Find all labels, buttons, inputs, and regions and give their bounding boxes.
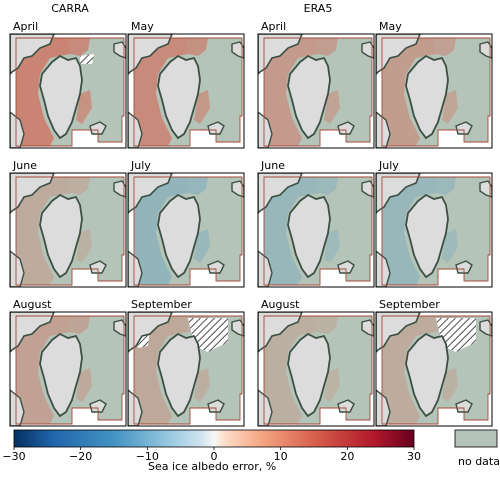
panel-carra-june	[9, 172, 127, 288]
panel-era5-september	[375, 311, 493, 427]
colorbar-tick-label: 0	[210, 450, 218, 463]
panel-era5-august	[257, 311, 375, 427]
no-data-label: no data	[458, 455, 500, 468]
greenland-landmass	[405, 332, 449, 418]
panel-label-era5-june: June	[261, 159, 285, 172]
panel-label-era5-september: September	[379, 298, 440, 311]
panels-layer	[9, 33, 493, 427]
colorbar-tick-label: 10	[273, 450, 288, 463]
colorbar-tick-label: −10	[135, 450, 159, 463]
greenland-landmass	[405, 193, 449, 279]
greenland-landmass	[287, 332, 331, 418]
greenland-landmass	[157, 332, 201, 418]
colorbar-tick-label: 20	[340, 450, 355, 463]
panel-label-era5-may: May	[379, 20, 402, 33]
panel-era5-april	[257, 33, 375, 149]
greenland-landmass	[39, 332, 83, 418]
greenland-landmass	[157, 193, 201, 279]
column-title-carra: CARRA	[51, 2, 89, 15]
panel-era5-june	[257, 172, 375, 288]
panel-carra-may	[127, 33, 245, 149]
panel-label-carra-september: September	[131, 298, 192, 311]
panel-carra-july	[127, 172, 245, 288]
panel-era5-july	[375, 172, 493, 288]
greenland-landmass	[39, 193, 83, 279]
panel-carra-september	[127, 311, 245, 427]
panel-label-carra-june: June	[13, 159, 37, 172]
no-data-swatch	[454, 429, 498, 448]
colorbar-tick-label: −20	[69, 450, 93, 463]
colorbar-label: Sea ice albedo error, %	[148, 460, 277, 473]
panel-era5-may	[375, 33, 493, 149]
panel-label-carra-august: August	[13, 298, 52, 311]
panel-label-era5-april: April	[261, 20, 287, 33]
panel-label-era5-august: August	[261, 298, 300, 311]
colorbar-tick-label: 30	[407, 450, 421, 463]
panel-label-carra-april: April	[13, 20, 39, 33]
colorbar-tick-label: −30	[2, 450, 26, 463]
colorbar	[13, 429, 498, 450]
panel-label-era5-july: July	[379, 159, 399, 172]
colorbar-gradient	[13, 429, 415, 448]
greenland-landmass	[405, 54, 449, 140]
greenland-landmass	[287, 193, 331, 279]
panel-carra-august	[9, 311, 127, 427]
greenland-landmass	[39, 54, 83, 140]
panel-carra-april	[9, 33, 127, 149]
panel-label-carra-july: July	[131, 159, 151, 172]
greenland-landmass	[287, 54, 331, 140]
greenland-landmass	[157, 54, 201, 140]
column-title-era5: ERA5	[303, 2, 333, 15]
panel-label-carra-may: May	[131, 20, 154, 33]
